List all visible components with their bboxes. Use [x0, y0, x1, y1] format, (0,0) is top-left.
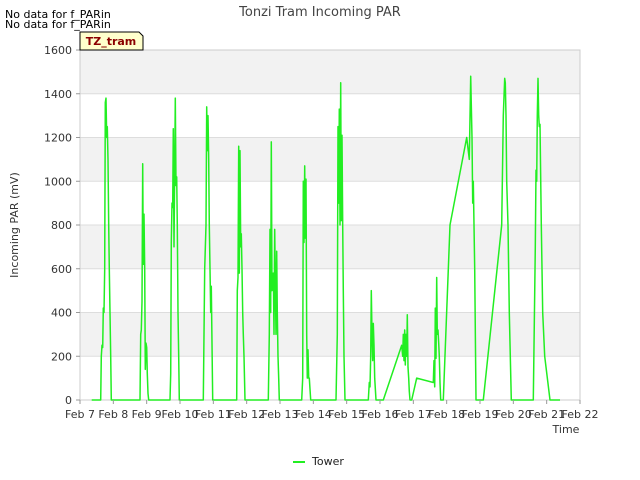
y-tick-label-7: 1400	[44, 88, 72, 101]
y-tick-label-8: 1600	[44, 44, 72, 57]
no-data-note-1: No data for f_PARin	[5, 8, 111, 21]
y-tick-label-5: 1000	[44, 175, 72, 188]
x-tick-label-14: Feb 21	[528, 408, 565, 421]
x-tick-label-12: Feb 19	[462, 408, 499, 421]
y-tick-label-1: 200	[51, 350, 72, 363]
y-tick-label-2: 400	[51, 307, 72, 320]
band-1	[80, 312, 580, 357]
x-tick-label-11: Feb 18	[428, 408, 465, 421]
x-tick-label-13: Feb 20	[495, 408, 532, 421]
x-tick-label-2: Feb 9	[132, 408, 162, 421]
x-tick-label-1: Feb 8	[98, 408, 128, 421]
legend: Tower	[293, 455, 344, 468]
x-tick-label-3: Feb 10	[162, 408, 199, 421]
no-data-note-2: No data for f_PARin	[5, 18, 111, 31]
band-5	[80, 137, 580, 182]
x-axis-label: Time	[552, 423, 580, 436]
x-tick-label-5: Feb 12	[228, 408, 265, 421]
site-badge-label: TZ_tram	[86, 35, 137, 48]
site-badge-box	[79, 31, 144, 51]
x-tick-label-4: Feb 11	[195, 408, 232, 421]
series-group	[91, 75, 560, 401]
x-tick-label-0: Feb 7	[65, 408, 95, 421]
x-tick-label-8: Feb 15	[328, 408, 365, 421]
y-tick-label-6: 1200	[44, 132, 72, 145]
y-tick-label-3: 600	[51, 263, 72, 276]
band-7	[80, 50, 580, 94]
y-tick-label-0: 0	[65, 394, 72, 407]
chart-title: Tonzi Tram Incoming PAR	[238, 5, 401, 20]
x-tick-label-7: Feb 14	[295, 408, 332, 421]
y-axis-ticks: 0 200 400 600 800 1000 1200 1400 1600	[44, 44, 80, 407]
legend-label-tower: Tower	[311, 455, 344, 468]
x-tick-label-15: Feb 22	[562, 408, 599, 421]
y-tick-label-4: 800	[51, 219, 72, 232]
x-tick-label-6: Feb 13	[262, 408, 299, 421]
x-tick-label-10: Feb 17	[395, 408, 432, 421]
y-axis-label: Incoming PAR (mV)	[8, 172, 21, 278]
band-3	[80, 225, 580, 269]
series-line-tower	[91, 75, 560, 401]
x-tick-label-9: Feb 16	[362, 408, 399, 421]
site-badge: TZ_tram	[79, 31, 144, 51]
background-bands	[80, 50, 580, 357]
